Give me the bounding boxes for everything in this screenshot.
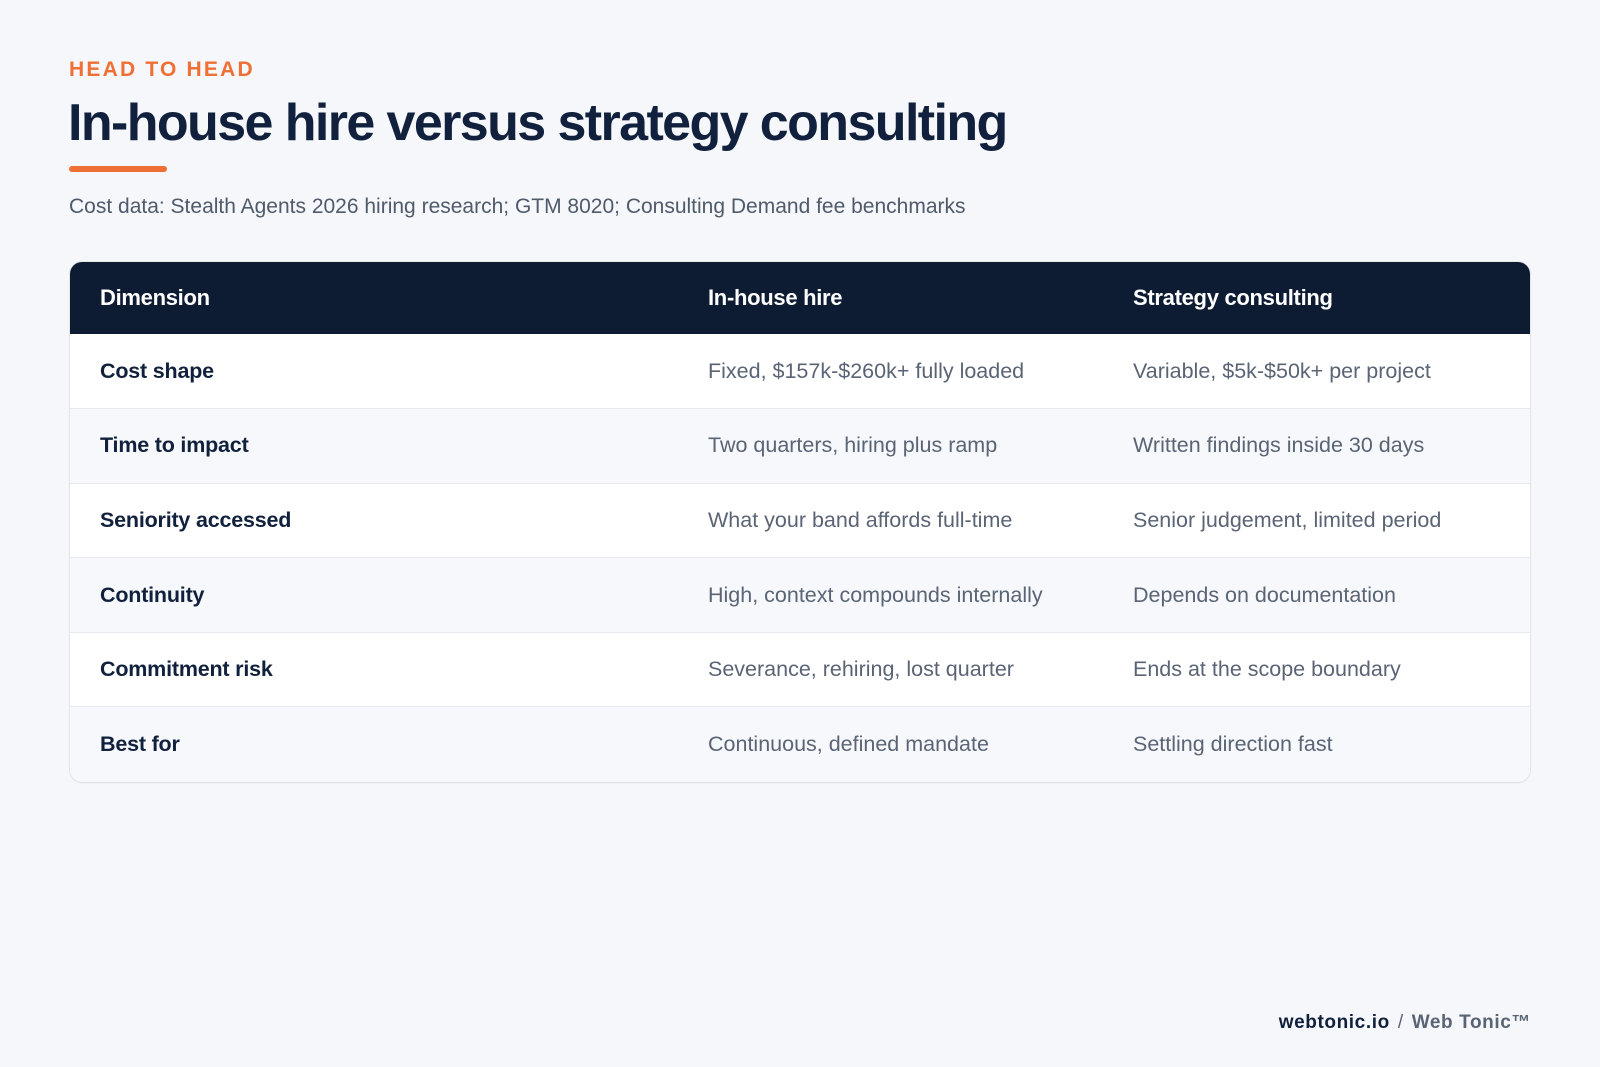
table-row: Continuity High, context compounds inter…	[70, 557, 1530, 633]
row-dimension-cell: Continuity	[100, 582, 205, 607]
source-note: Cost data: Stealth Agents 2026 hiring re…	[69, 195, 966, 218]
consulting-cell: Depends on documentation	[1133, 582, 1396, 607]
footer-brand: Web Tonic™	[1411, 1012, 1531, 1033]
table-header: Dimension In-house hire Strategy consult…	[70, 262, 1530, 334]
table-header-row: Dimension In-house hire Strategy consult…	[70, 262, 1530, 334]
row-dimension-cell: Seniority accessed	[100, 507, 292, 532]
footer-site-link[interactable]: webtonic.io	[1278, 1012, 1390, 1033]
row-dimension-cell: Best for	[100, 732, 180, 757]
table-body: Cost shape Fixed, $157k-$260k+ fully loa…	[70, 334, 1530, 782]
row-dimension-cell: Time to impact	[100, 433, 249, 458]
page-title: In-house hire versus strategy consulting	[68, 94, 1008, 152]
in-house-cell: Fixed, $157k-$260k+ fully loaded	[708, 358, 1025, 383]
in-house-cell: High, context compounds internally	[708, 582, 1043, 607]
consulting-cell: Written findings inside 30 days	[1133, 433, 1425, 458]
table-row: Commitment risk Severance, rehiring, los…	[70, 632, 1530, 707]
in-house-cell: Severance, rehiring, lost quarter	[708, 657, 1014, 682]
consulting-cell: Settling direction fast	[1133, 732, 1333, 757]
table-row: Seniority accessed What your band afford…	[70, 483, 1530, 558]
footer-credit: webtonic.io / Web Tonic™	[1279, 1012, 1531, 1034]
in-house-cell: What your band affords full-time	[708, 507, 1013, 532]
row-dimension-cell: Commitment risk	[100, 657, 273, 682]
in-house-cell: Continuous, defined mandate	[708, 732, 989, 757]
column-header-strategy-consulting: Strategy consulting	[1133, 285, 1333, 310]
eyebrow-label: HEAD TO HEAD	[69, 58, 255, 81]
footer-separator: /	[1397, 1012, 1404, 1033]
consulting-cell: Ends at the scope boundary	[1133, 657, 1401, 682]
table-row: Time to impact Two quarters, hiring plus…	[70, 408, 1530, 484]
comparison-table: Dimension In-house hire Strategy consult…	[70, 262, 1530, 782]
column-header-in-house-hire: In-house hire	[708, 285, 843, 310]
row-dimension-cell: Cost shape	[100, 358, 214, 383]
title-accent-bar	[69, 166, 167, 172]
comparison-table-card: Dimension In-house hire Strategy consult…	[70, 262, 1530, 782]
consulting-cell: Variable, $5k-$50k+ per project	[1133, 358, 1431, 383]
consulting-cell: Senior judgement, limited period	[1133, 507, 1442, 532]
in-house-cell: Two quarters, hiring plus ramp	[708, 433, 998, 458]
table-row: Best for Continuous, defined mandate Set…	[70, 706, 1530, 782]
column-header-dimension: Dimension	[100, 285, 210, 310]
table-row: Cost shape Fixed, $157k-$260k+ fully loa…	[70, 334, 1530, 409]
